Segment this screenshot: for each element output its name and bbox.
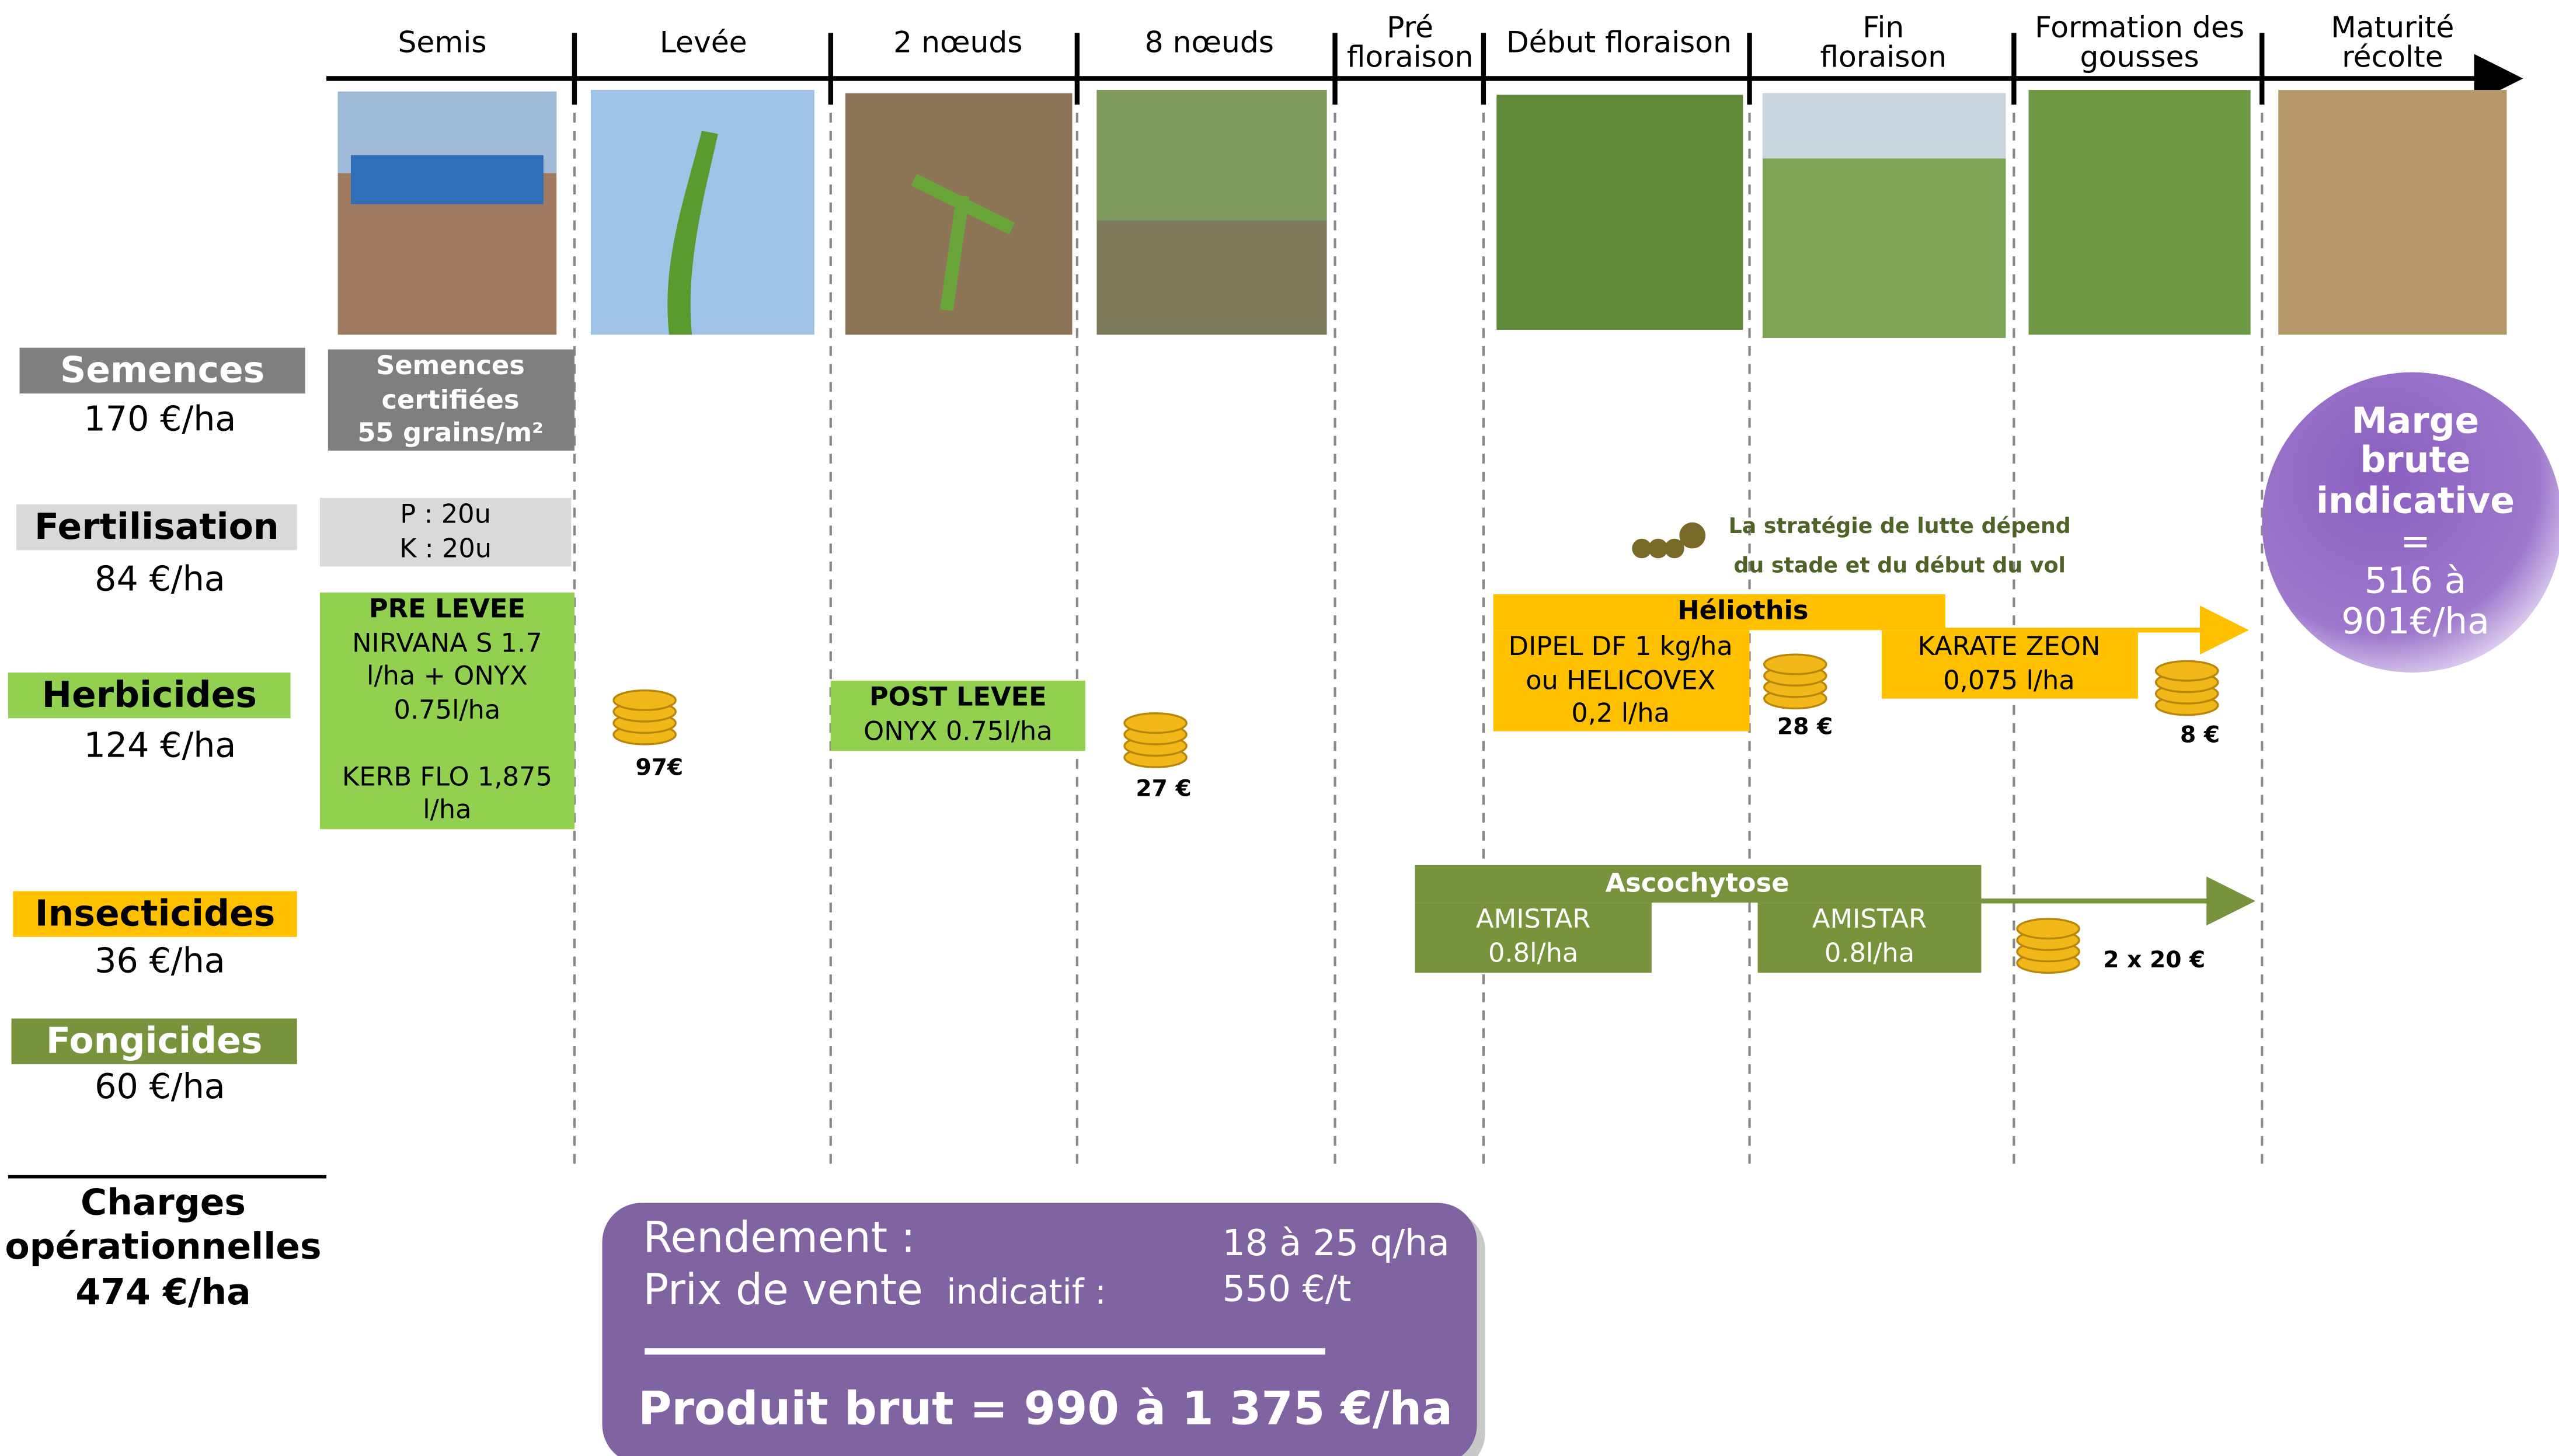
coin: [1764, 654, 1826, 674]
photo-tractor: [351, 155, 544, 204]
photo-levee: [591, 90, 814, 335]
category-cost: 170 €/ha: [83, 399, 236, 439]
heliothis-title: Héliothis: [1677, 595, 1808, 626]
category-cost: 124 €/ha: [83, 726, 236, 765]
page: Itinéraire technique html, body { margin…: [0, 0, 2559, 1456]
prix-value: 550 €/t: [1223, 1267, 1352, 1309]
cost-label: 27 €: [1136, 776, 1191, 802]
diagram: SemisLevée2 nœuds8 nœudsPréfloraisonDébu…: [0, 0, 2559, 1456]
marge-title: indicative: [2316, 479, 2515, 521]
category-cost: 36 €/ha: [95, 941, 225, 981]
rendement-label: Rendement :: [643, 1214, 915, 1263]
category-label: Semences: [60, 349, 264, 391]
photo-foliage: [1096, 90, 1326, 221]
cost-label: 28 €: [1777, 714, 1833, 740]
coin: [614, 691, 676, 710]
post-levee-title: POST LEVEE: [869, 681, 1047, 712]
cost-label: 97€: [635, 754, 683, 781]
insecticides-note: La stratégie de lutte dépend: [1729, 513, 2071, 538]
fongicide-text: AMISTAR: [1812, 903, 1927, 934]
category-label: Herbicides: [42, 674, 257, 716]
pre-levee-text: KERB FLO 1,875: [342, 761, 552, 792]
insecticide-text: DIPEL DF 1 kg/ha: [1509, 631, 1733, 661]
insecticide-text: 0,075 l/ha: [1943, 665, 2074, 696]
fongicide-text: 0.8l/ha: [1825, 938, 1914, 969]
fertilisation-text: K : 20u: [399, 532, 492, 563]
stage-label: floraison: [1347, 39, 1474, 74]
insecticide-text: 0,2 l/ha: [1571, 698, 1670, 729]
fongicide-text: 0.8l/ha: [1488, 938, 1578, 969]
stage-label: gousses: [2080, 39, 2199, 74]
stage-label: Levée: [660, 25, 747, 59]
stage-label: 8 nœuds: [1145, 25, 1274, 59]
stage-label: récolte: [2342, 39, 2443, 74]
total-label: opérationnelles: [5, 1225, 321, 1267]
marge-equals: =: [2400, 520, 2431, 562]
photo-debut-floraison: [1496, 95, 1743, 330]
post-levee-text: ONYX 0.75l/ha: [864, 715, 1053, 746]
fertilisation-text: P : 20u: [400, 499, 491, 530]
semences-text: Semences: [376, 350, 525, 381]
photo-sky: [1763, 93, 2006, 159]
insecticide-text: ou HELICOVEX: [1526, 665, 1715, 696]
category-label: Fongicides: [46, 1020, 262, 1062]
ascochytose-title: Ascochytose: [1606, 867, 1789, 898]
category-label: Insecticides: [35, 893, 276, 935]
coin: [1124, 713, 1186, 733]
marge-title: Marge: [2352, 399, 2480, 441]
insecticide-text: KARATE ZEON: [1918, 631, 2101, 661]
category-label: Fertilisation: [34, 506, 279, 548]
total-label: Charges: [81, 1181, 246, 1223]
category-cost: 60 €/ha: [95, 1067, 225, 1106]
stage-label: floraison: [1820, 39, 1947, 74]
marge-value: 901€/ha: [2341, 600, 2490, 642]
pre-levee-text: NIRVANA S 1.7: [352, 627, 542, 658]
prix-note: indicatif :: [946, 1272, 1106, 1312]
prix-label: Prix de vente: [643, 1266, 923, 1315]
cost-label: 2 x 20 €: [2103, 947, 2205, 973]
pre-levee-text: l/ha: [423, 794, 471, 825]
total-value: 474 €/ha: [75, 1271, 250, 1313]
marge-value: 516 à: [2365, 559, 2467, 601]
pre-levee-text: l/ha + ONYX: [367, 660, 528, 691]
stage-label: Début floraison: [1506, 25, 1732, 59]
coin: [2156, 661, 2218, 681]
semences-text: certifiées: [381, 384, 519, 415]
stage-label: 2 nœuds: [893, 25, 1022, 59]
page-body: {"timeline":{"stages":[["Semis"],["Levée…: [0, 0, 2559, 1456]
coin: [2017, 919, 2079, 939]
pre-levee-title: PRE LEVEE: [369, 593, 525, 624]
produit-brut: Produit brut = 990 à 1 375 €/ha: [638, 1382, 1453, 1436]
marge-title: brute: [2360, 438, 2470, 480]
rendement-value: 18 à 25 q/ha: [1223, 1222, 1450, 1264]
semences-text: 55 grains/m²: [357, 417, 543, 448]
pre-levee-text: 0.75l/ha: [394, 694, 501, 725]
stage-label: Semis: [398, 25, 486, 59]
photo-gousses: [2029, 90, 2251, 335]
photos: [338, 90, 2507, 338]
fongicide-text: AMISTAR: [1476, 903, 1590, 934]
insecticides-note: du stade et du début du vol: [1733, 552, 2066, 577]
cost-label: 8 €: [2180, 722, 2220, 748]
photo-maturite: [2278, 90, 2506, 335]
category-cost: 84 €/ha: [95, 559, 225, 599]
caterpillar-head: [1679, 523, 1705, 549]
